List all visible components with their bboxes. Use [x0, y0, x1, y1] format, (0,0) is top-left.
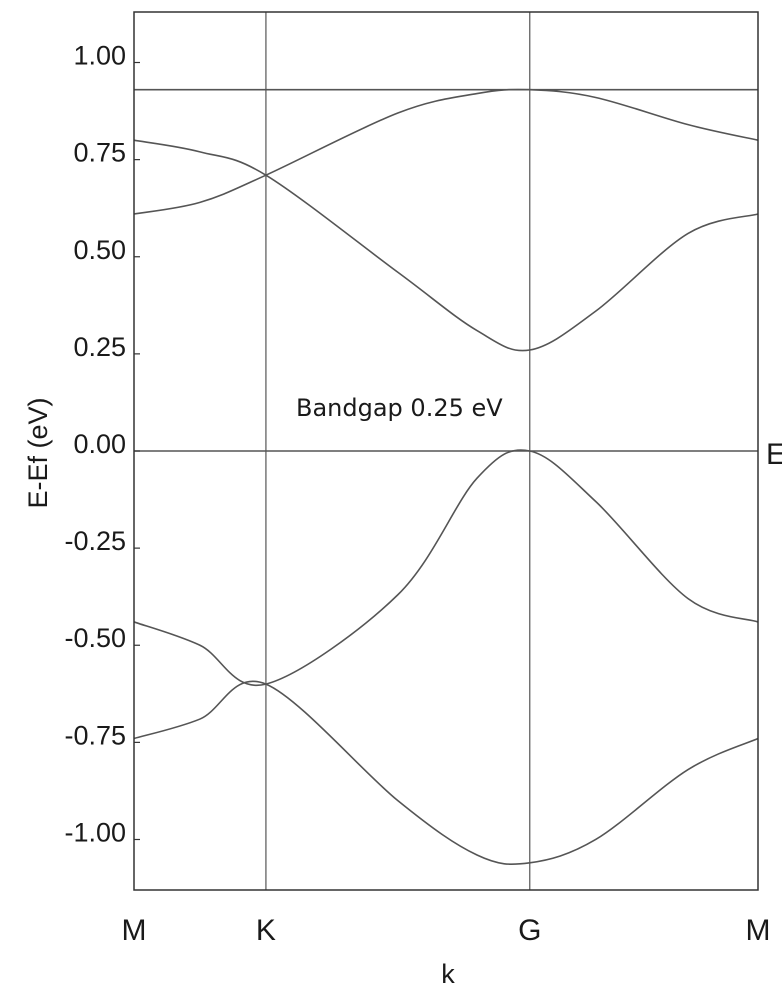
fermi-level-label: E	[766, 438, 782, 471]
y-tick-label: -1.00	[64, 817, 126, 847]
y-tick-label: -0.25	[64, 526, 126, 556]
x-axis-title: k	[441, 959, 455, 989]
bandgap-annotation: Bandgap 0.25 eV	[296, 394, 503, 422]
y-tick-label: 0.00	[73, 429, 126, 459]
y-tick-label: 1.00	[73, 41, 126, 71]
plot-frame	[133, 11, 759, 891]
k-point-label: M	[746, 914, 771, 947]
k-point-label: K	[256, 914, 276, 947]
y-tick-label: -0.75	[64, 720, 126, 750]
band-line-5	[133, 449, 759, 687]
y-axis-title: E-Ef (eV)	[23, 397, 53, 508]
band-line-6	[133, 680, 759, 866]
y-axis-ticks: 1.00 0.75 0.50 0.25 0.00 -0.25 -0.50 -0.75 -1.00	[64, 41, 140, 847]
y-tick-label: 0.25	[73, 332, 126, 362]
k-point-label: M	[122, 914, 147, 947]
y-tick-label: 0.75	[73, 138, 126, 168]
y-tick-label: -0.50	[64, 623, 126, 653]
y-tick-label: 0.50	[73, 235, 126, 265]
band-line-3	[133, 88, 759, 215]
k-point-label: G	[518, 914, 541, 947]
band-line-2	[133, 139, 759, 352]
band-lines	[133, 88, 759, 866]
